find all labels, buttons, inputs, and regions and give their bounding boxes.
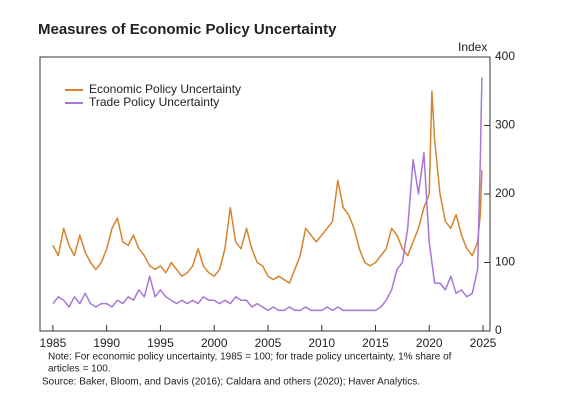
series-line (52, 77, 483, 312)
chart-title: Measures of Economic Policy Uncertainty (38, 21, 337, 38)
source: Source: Baker, Bloom, and Davis (2016); … (42, 377, 420, 388)
legend-label: Trade Policy Uncertainty (89, 95, 219, 109)
series-line (52, 90, 483, 284)
y-axis-label: Index (458, 40, 487, 54)
y-tick-label: 300 (495, 118, 515, 132)
x-tick-label: 2015 (362, 336, 389, 350)
x-tick-label: 1990 (93, 336, 120, 350)
x-tick-label: 2000 (201, 336, 228, 350)
y-tick-label: 0 (495, 323, 502, 337)
legend-label: Economic Policy Uncertainty (89, 82, 241, 96)
x-tick-label: 2025 (470, 336, 497, 350)
x-tick-label: 1995 (147, 336, 174, 350)
x-tick-label: 2005 (255, 336, 282, 350)
x-tick-label: 2020 (416, 336, 443, 350)
x-tick-label: 2010 (308, 336, 335, 350)
y-tick-label: 400 (495, 49, 515, 63)
x-tick-label: 1985 (40, 336, 67, 350)
y-tick-label: 200 (495, 186, 515, 200)
y-tick-label: 100 (495, 255, 515, 269)
note: articles = 100. (48, 364, 111, 375)
note: Note: For economic policy uncertainty, 1… (48, 352, 452, 363)
